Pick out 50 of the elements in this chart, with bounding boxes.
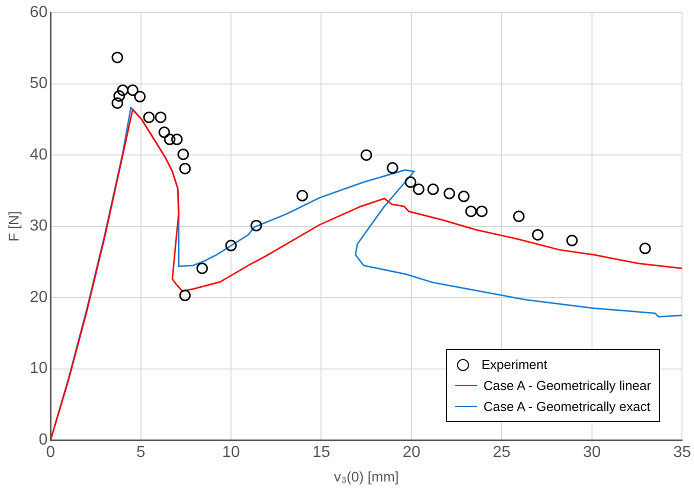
y-tick-label: 10	[30, 360, 48, 378]
point	[386, 162, 398, 174]
x-tick-label: 5	[136, 444, 146, 462]
x-tick-label: 25	[492, 444, 511, 462]
point	[513, 210, 525, 222]
y-axis-title: F [N]	[5, 211, 22, 242]
point	[566, 234, 578, 246]
y-tick-label: 40	[30, 146, 48, 164]
point	[250, 220, 262, 232]
point	[360, 149, 372, 161]
point	[177, 148, 189, 160]
point	[158, 126, 170, 138]
point	[532, 229, 544, 241]
point	[179, 162, 191, 174]
point	[458, 190, 470, 202]
point	[427, 184, 439, 196]
x-tick-label: 30	[582, 444, 601, 462]
x-axis-title: v₃(0) [mm]	[334, 468, 399, 484]
point	[171, 134, 183, 146]
point	[465, 206, 477, 218]
point	[154, 112, 166, 124]
point	[639, 242, 651, 254]
point	[143, 112, 155, 124]
point	[225, 240, 237, 252]
point	[164, 134, 176, 146]
x-tick-label: 10	[222, 444, 240, 462]
y-tick-label: 20	[30, 288, 48, 306]
point	[476, 206, 488, 218]
point	[112, 97, 124, 109]
y-tick-label: 50	[30, 75, 48, 92]
point	[117, 84, 129, 96]
legend-label: Case A - Geometrically exact	[483, 399, 650, 414]
point	[179, 290, 191, 302]
point	[113, 90, 125, 102]
point	[412, 184, 424, 196]
point	[404, 176, 416, 188]
point	[196, 262, 208, 274]
y-tick-label: 0	[38, 431, 48, 448]
point	[134, 90, 146, 102]
point	[444, 188, 456, 200]
legend-label: Experiment	[481, 357, 548, 372]
x-tick-label: 15	[312, 444, 330, 462]
legend-label: Case A - Geometrically linear	[483, 378, 652, 393]
y-tick-label: 60	[30, 4, 48, 22]
y-tick-label: 30	[30, 218, 48, 235]
point	[126, 84, 138, 96]
point	[296, 190, 308, 202]
x-tick-label: 35	[673, 444, 692, 462]
x-tick-label: 20	[402, 444, 420, 462]
point	[112, 52, 124, 64]
